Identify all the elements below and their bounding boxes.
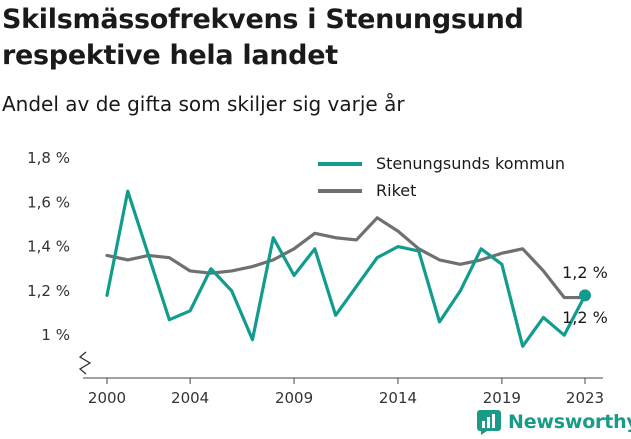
chart-title: Skilsmässofrekvens i Stenungsund respekt… xyxy=(2,4,524,71)
x-tick-label: 2004 xyxy=(171,389,209,407)
series-line xyxy=(105,216,587,300)
legend: Stenungsunds kommun Riket xyxy=(318,154,565,200)
x-tick-label: 2023 xyxy=(566,389,604,407)
brand: Newsworthy xyxy=(476,408,631,436)
newsworthy-logo-icon xyxy=(477,410,501,435)
y-tick-label: 1,2 % xyxy=(27,282,70,300)
chart-subtitle: Andel av de gifta som skiljer sig varje … xyxy=(2,92,405,116)
end-value-label: 1,2 % xyxy=(562,308,608,327)
legend-label: Stenungsunds kommun xyxy=(376,154,565,173)
x-tick-label: 2000 xyxy=(88,389,126,407)
end-labels: 1,2 % 1,2 % xyxy=(562,263,608,327)
series-line xyxy=(105,189,587,348)
legend-label: Riket xyxy=(376,181,416,200)
y-tick-label: 1,6 % xyxy=(27,193,70,211)
x-tick-label: 2014 xyxy=(379,389,417,407)
y-tick-label: 1 % xyxy=(41,326,70,344)
axes: 1 % 1,2 % 1,4 % 1,6 % 1,8 % 2000 2004 2009 2014 2… xyxy=(27,149,604,407)
brand-name: Newsworthy xyxy=(508,411,631,433)
x-tick-label: 2009 xyxy=(275,389,313,407)
y-tick-label: 1,4 % xyxy=(27,238,70,256)
series-layer xyxy=(105,189,591,348)
x-tick-label: 2019 xyxy=(483,389,521,407)
end-value-label: 1,2 % xyxy=(562,263,608,282)
series-end-point xyxy=(579,289,591,302)
y-tick-label: 1,8 % xyxy=(27,149,70,167)
axis-break-icon xyxy=(78,351,92,375)
